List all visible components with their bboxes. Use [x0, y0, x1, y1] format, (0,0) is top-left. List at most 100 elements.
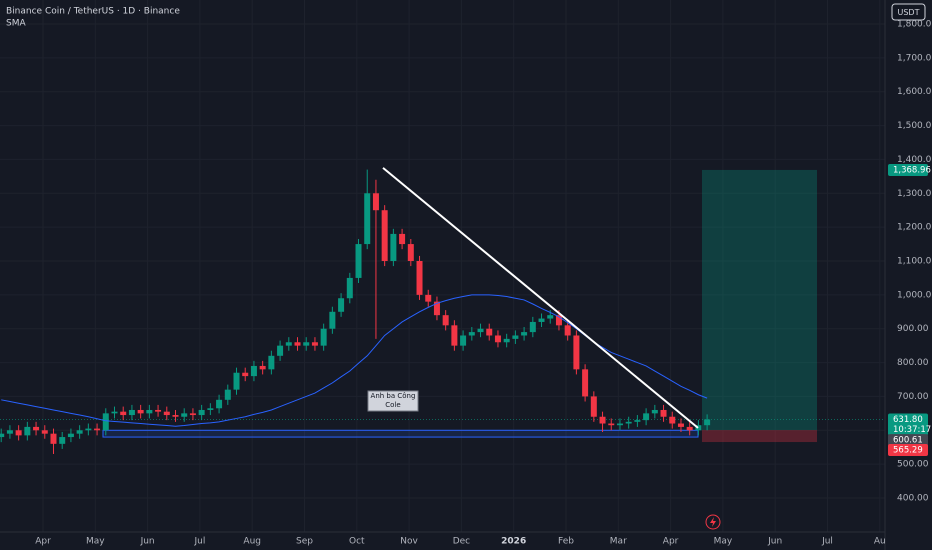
- price-tag: [888, 434, 928, 447]
- x-tick-label: Mar: [610, 537, 627, 547]
- candle-body: [303, 342, 310, 346]
- x-tick-label: May: [714, 537, 733, 547]
- y-tick-label: 700.00: [897, 392, 929, 402]
- candle-body: [364, 193, 371, 245]
- candle-body: [555, 315, 562, 326]
- candle-body: [320, 328, 327, 346]
- y-tick-label: 400.00: [897, 494, 929, 504]
- candle-body: [198, 409, 205, 416]
- x-tick-label: Au: [874, 537, 886, 547]
- plot: Anh ba Công Cole: [0, 167, 885, 454]
- y-tick-label: 800.00: [897, 358, 929, 368]
- candle-body: [433, 301, 440, 316]
- candle-body: [128, 409, 135, 416]
- indicator-label: SMA: [6, 19, 26, 29]
- candle-body: [338, 298, 345, 312]
- candle-body: [189, 413, 196, 416]
- y-tick-label: 1,500.00: [897, 121, 932, 131]
- candle-body: [294, 342, 301, 346]
- candle-body: [311, 342, 318, 346]
- x-tick-label: Feb: [558, 537, 574, 547]
- stop-zone: [702, 430, 817, 443]
- price-tag-label: 565.29: [893, 446, 923, 456]
- x-tick-label: Jul: [193, 537, 205, 547]
- x-tick-label: Sep: [296, 537, 313, 547]
- candle-body: [643, 413, 650, 421]
- candle-body: [695, 425, 702, 431]
- candle-body: [451, 325, 458, 346]
- x-tick-label: Jul: [821, 537, 833, 547]
- price-tag: [888, 163, 928, 176]
- candle-body: [651, 409, 658, 414]
- candle-body: [686, 426, 693, 431]
- y-tick-label: 1,100.00: [897, 257, 932, 267]
- candle-body: [0, 433, 5, 438]
- candle-body: [355, 244, 362, 278]
- candle-body: [660, 409, 667, 417]
- candle-body: [590, 396, 597, 417]
- y-tick-label: 1,000.00: [897, 290, 932, 300]
- candle-body: [529, 321, 536, 333]
- candle-body: [137, 409, 144, 414]
- x-tick-label: Apr: [35, 537, 51, 547]
- candle-body: [547, 315, 554, 319]
- annotation: Anh ba Công Cole: [371, 392, 416, 409]
- candle-body: [346, 277, 353, 299]
- currency-button[interactable]: [891, 3, 926, 21]
- candle-body: [521, 332, 528, 336]
- candle-body: [669, 416, 676, 424]
- currency-label[interactable]: USDT: [898, 8, 920, 17]
- candle-body: [616, 423, 623, 426]
- candle-body: [41, 430, 48, 434]
- candle-body: [677, 423, 684, 427]
- candle-body: [564, 325, 571, 336]
- candle-body: [102, 413, 109, 431]
- candle-body: [460, 335, 467, 346]
- alert-icon[interactable]: [710, 517, 716, 527]
- y-tick-label: 1,700.00: [897, 53, 932, 63]
- y-tick-label: 500.00: [897, 460, 929, 470]
- candle-body: [146, 409, 153, 414]
- candle-body: [207, 408, 214, 410]
- price-tag-label: 600.61: [893, 436, 923, 446]
- candle-body: [442, 315, 449, 326]
- annotation-box: [367, 390, 419, 412]
- candle-body: [50, 433, 57, 444]
- candle-body: [494, 335, 501, 343]
- candle-body: [24, 426, 31, 436]
- candle-body: [172, 415, 179, 417]
- target-zone: [702, 169, 817, 431]
- candle-body: [242, 372, 249, 377]
- candle-body: [216, 399, 223, 409]
- candle-body: [503, 338, 510, 343]
- x-tick-label: May: [86, 537, 105, 547]
- price-axis: 400.00500.00600.00700.00800.00900.001,00…: [888, 20, 932, 504]
- y-tick-label: 1,300.00: [897, 189, 932, 199]
- candle-body: [76, 430, 83, 434]
- candle-body: [477, 328, 484, 333]
- x-tick-label: Dec: [453, 537, 470, 547]
- candle-body: [608, 423, 615, 426]
- alert-icon[interactable]: [705, 514, 721, 530]
- countdown: 10:37:17: [893, 425, 931, 435]
- candle-body: [625, 421, 632, 424]
- candle-body: [538, 318, 545, 322]
- candle-body: [277, 345, 284, 356]
- candle-body: [468, 332, 475, 336]
- candle-body: [155, 409, 162, 412]
- candle-body: [372, 193, 379, 211]
- candle-body: [329, 311, 336, 329]
- candle-body: [573, 335, 580, 370]
- x-tick-label: Aug: [243, 537, 261, 547]
- candle-body: [407, 244, 414, 261]
- candle-body: [425, 294, 432, 302]
- candle-body: [634, 420, 641, 422]
- candle-body: [390, 233, 397, 261]
- y-tick-label: 1,200.00: [897, 223, 932, 233]
- y-tick-label: 1,800.00: [897, 20, 932, 30]
- candle-body: [94, 428, 101, 431]
- price-tag-label: 1,368.96: [893, 165, 931, 175]
- candle-body: [85, 428, 92, 431]
- candle-body: [33, 426, 40, 431]
- candle-body: [111, 411, 118, 414]
